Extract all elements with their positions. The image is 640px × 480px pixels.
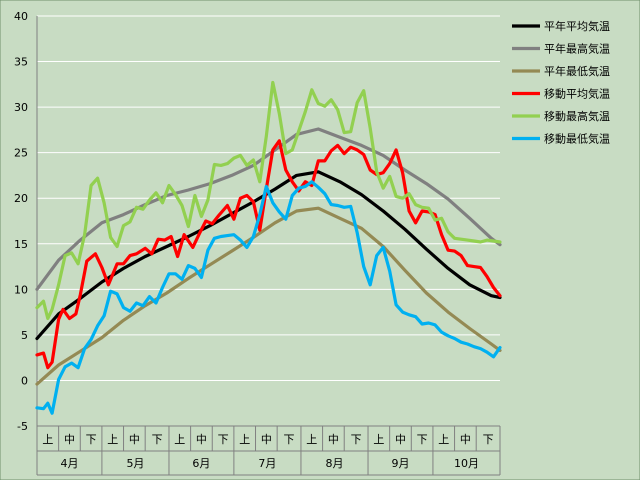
x-axis: 上中下4月上中下5月上中下6月上中下7月上中下8月上中下9月上中下10月: [36, 425, 501, 476]
x-subperiod-label: 中: [129, 433, 140, 446]
x-subperiod-label: 上: [306, 433, 317, 446]
y-tick-label: 10: [14, 283, 28, 296]
x-month-label: 10月: [454, 457, 479, 470]
x-month-label: 9月: [391, 457, 409, 470]
x-subperiod-label: 下: [86, 433, 97, 446]
legend-label: 平年最低気温: [544, 64, 610, 78]
y-tick-label: 30: [14, 101, 28, 114]
y-tick-label: 15: [14, 238, 28, 251]
y-tick-label: 20: [14, 192, 28, 205]
x-subperiod-label: 上: [42, 433, 53, 446]
series-line-5: [35, 80, 502, 321]
x-subperiod-label: 下: [218, 433, 229, 446]
legend-label: 平年最高気温: [544, 42, 610, 56]
x-subperiod-label: 中: [460, 433, 471, 446]
x-subperiod-label: 下: [351, 433, 362, 446]
series-line-3: [35, 206, 502, 386]
x-subperiod-label: 上: [107, 433, 118, 446]
y-tick-label: 5: [21, 329, 28, 342]
x-subperiod-label: 下: [483, 433, 494, 446]
x-subperiod-label: 中: [64, 433, 75, 446]
x-subperiod-label: 上: [239, 433, 250, 446]
series-line-4: [35, 139, 502, 370]
x-subperiod-label: 上: [174, 433, 185, 446]
x-subperiod-label: 中: [395, 433, 406, 446]
x-subperiod-label: 上: [373, 433, 384, 446]
series-lines: [35, 80, 502, 415]
y-axis: -5 0 5 10 15 20 25 30 35 40: [14, 10, 38, 433]
y-tick-label: 35: [14, 56, 28, 69]
x-month-label: 5月: [126, 457, 144, 470]
x-subperiod-label: 下: [417, 433, 428, 446]
x-subperiod-label: 中: [261, 433, 272, 446]
y-tick-label: -5: [17, 420, 28, 433]
x-subperiod-label: 中: [328, 433, 339, 446]
plot-area: [37, 16, 500, 426]
y-tick-label: 25: [14, 147, 28, 160]
x-month-label: 6月: [192, 457, 210, 470]
y-tick-label: 40: [14, 10, 28, 23]
legend-label: 平年平均気温: [544, 19, 610, 33]
x-month-label: 7月: [258, 457, 276, 470]
x-subperiod-label: 下: [152, 433, 163, 446]
x-subperiod-label: 中: [196, 433, 207, 446]
y-tick-label: 0: [21, 374, 28, 387]
legend-label: 移動最高気温: [544, 109, 610, 123]
legend-label: 移動平均気温: [544, 87, 610, 101]
series-line-1: [35, 170, 502, 341]
series-line-6: [35, 180, 502, 415]
legend-label: 移動最低気温: [544, 132, 610, 146]
series-line-2: [35, 127, 502, 291]
x-month-label: 8月: [325, 457, 343, 470]
x-subperiod-label: 下: [284, 433, 295, 446]
x-subperiod-label: 上: [438, 433, 449, 446]
x-month-label: 4月: [60, 457, 78, 470]
